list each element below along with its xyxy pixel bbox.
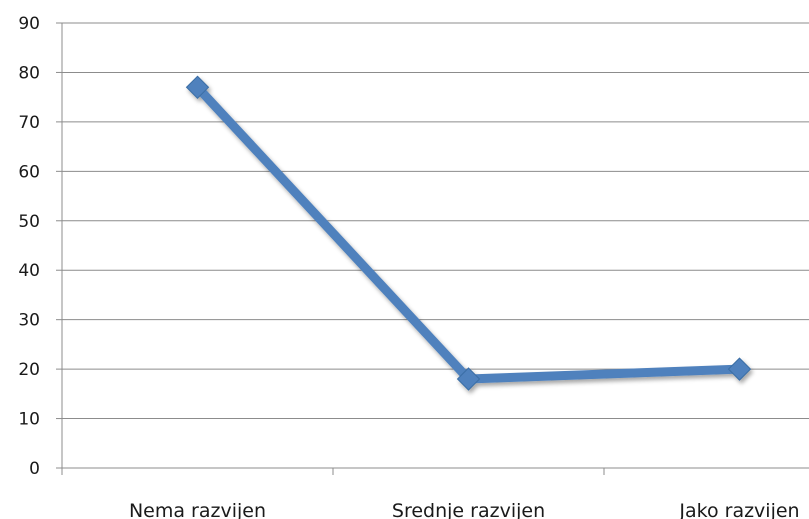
y-tick-label: 0	[29, 459, 40, 479]
y-tick-label: 60	[18, 162, 40, 182]
series-layer	[185, 75, 752, 391]
series-line	[193, 82, 744, 384]
data-point-marker	[727, 357, 752, 381]
x-tick-label: Jako razvijen	[678, 500, 799, 519]
y-tick-label: 90	[18, 14, 40, 34]
y-tick-label: 10	[18, 410, 40, 430]
y-tick-label: 70	[18, 113, 40, 133]
y-tick-label: 50	[18, 212, 40, 232]
gridlines	[62, 22, 809, 420]
data-point-marker	[456, 367, 481, 391]
x-tick-label: Srednje razvijen	[392, 500, 545, 519]
x-tick-label: Nema razvijen	[129, 500, 266, 519]
axes	[56, 22, 809, 475]
y-tick-label: 30	[18, 311, 40, 331]
y-tick-label: 20	[18, 360, 40, 380]
y-tick-labels: 0 10 20 30 40 50 60 70 80 90	[18, 14, 40, 479]
y-tick-label: 40	[18, 261, 40, 281]
y-tick-label: 80	[18, 63, 40, 83]
data-point-marker	[185, 75, 210, 99]
x-tick-labels: Nema razvijen Srednje razvijen Jako razvij…	[129, 500, 800, 519]
